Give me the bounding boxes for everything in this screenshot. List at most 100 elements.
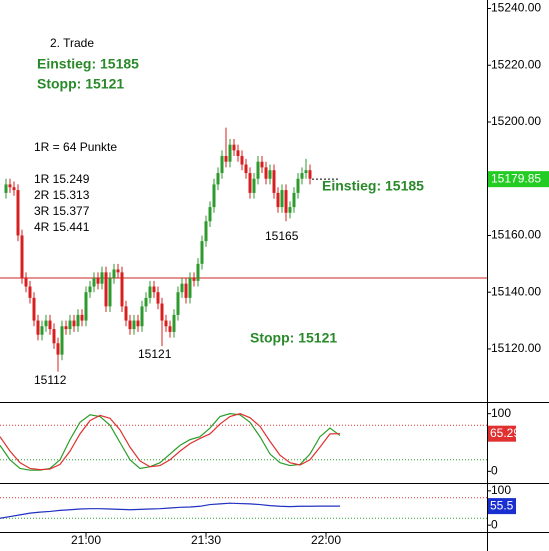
candle-body bbox=[24, 278, 28, 287]
candle-body bbox=[8, 184, 12, 188]
candle-body bbox=[136, 320, 140, 327]
annotation: 15165 bbox=[265, 229, 299, 243]
last-price-label: 15179.85 bbox=[491, 171, 541, 185]
candle-body bbox=[184, 283, 188, 298]
annotation: 1R 15.249 bbox=[34, 172, 90, 186]
candle-body bbox=[220, 156, 224, 174]
y-tick-label: 100 bbox=[491, 483, 511, 497]
candle-body bbox=[160, 303, 164, 321]
candle-body bbox=[232, 144, 236, 151]
annotation: 4R 15.441 bbox=[34, 220, 90, 234]
candle-body bbox=[100, 272, 104, 284]
candle-body bbox=[196, 263, 200, 281]
candle-body bbox=[164, 320, 168, 327]
candle-body bbox=[208, 207, 212, 222]
candle-body bbox=[216, 173, 220, 185]
annotation: Stopp: 15121 bbox=[37, 76, 124, 92]
candle-body bbox=[252, 178, 256, 193]
candle-body bbox=[224, 156, 228, 162]
candle-body bbox=[120, 272, 124, 307]
y-tick-label: 15200.00 bbox=[491, 114, 541, 128]
candle-body bbox=[284, 190, 288, 213]
last-value-label: 65.29 bbox=[490, 426, 520, 440]
y-tick-label: 15140.00 bbox=[491, 284, 541, 298]
candle-body bbox=[172, 314, 176, 332]
candle-body bbox=[200, 241, 204, 264]
candle-body bbox=[152, 286, 156, 293]
candle-body bbox=[168, 326, 172, 332]
candle-body bbox=[48, 320, 52, 330]
candle-body bbox=[156, 292, 160, 304]
candle-body bbox=[272, 170, 276, 193]
last-price-box bbox=[488, 171, 549, 188]
y-tick-label: 0 bbox=[491, 464, 498, 478]
candle-body bbox=[128, 320, 132, 330]
annotation: Einstieg: 15185 bbox=[37, 56, 139, 72]
candle-body bbox=[264, 167, 268, 179]
candle-body bbox=[176, 292, 180, 315]
last-value-box bbox=[488, 498, 516, 515]
last-value-label: 55.5 bbox=[490, 498, 514, 512]
annotation: 2. Trade bbox=[50, 36, 94, 50]
annotation: 15121 bbox=[138, 347, 172, 361]
candle-body bbox=[304, 170, 308, 174]
y-tick-label: 0 bbox=[491, 517, 498, 531]
y-tick-label: 15240.00 bbox=[491, 1, 541, 15]
annotation: Einstieg: 15185 bbox=[322, 178, 424, 194]
candle-body bbox=[104, 272, 108, 307]
candle-body bbox=[4, 184, 8, 193]
x-tick-label: 21:30 bbox=[191, 533, 221, 547]
candle-body bbox=[140, 306, 144, 327]
candle-body bbox=[68, 320, 72, 330]
candle-body bbox=[236, 150, 240, 157]
candle-body bbox=[192, 278, 196, 281]
candle-body bbox=[76, 314, 80, 327]
candle-body bbox=[300, 173, 304, 179]
candle-body bbox=[288, 207, 292, 213]
candle-body bbox=[16, 190, 20, 236]
annotation: 1R = 64 Punkte bbox=[34, 140, 117, 154]
candle-body bbox=[12, 187, 16, 191]
annotation: 3R 15.377 bbox=[34, 204, 90, 218]
indicator-line bbox=[0, 413, 341, 471]
x-tick-label: 21:00 bbox=[71, 533, 101, 547]
candle-body bbox=[60, 326, 64, 355]
candle-body bbox=[212, 184, 216, 208]
candle-body bbox=[280, 190, 284, 208]
last-value-box bbox=[488, 425, 516, 442]
candle-body bbox=[268, 170, 272, 179]
candle-body bbox=[84, 292, 88, 321]
candle-body bbox=[180, 283, 184, 293]
candle-body bbox=[148, 286, 152, 298]
indicator-line bbox=[0, 413, 341, 471]
candle-body bbox=[188, 278, 192, 298]
candle-body bbox=[56, 343, 60, 355]
indicator-line bbox=[0, 502, 340, 519]
candle-body bbox=[244, 164, 248, 174]
annotation: 15112 bbox=[34, 373, 67, 387]
candle-body bbox=[228, 144, 232, 162]
x-tick-label: 22:00 bbox=[311, 533, 341, 547]
annotation: 2R 15.313 bbox=[34, 188, 90, 202]
candle-body bbox=[144, 297, 148, 307]
candle-body bbox=[88, 286, 92, 293]
candle-body bbox=[40, 326, 44, 335]
y-tick-label: 15120.00 bbox=[491, 341, 541, 355]
candle-body bbox=[52, 329, 56, 344]
candle-body bbox=[240, 156, 244, 165]
candle-body bbox=[292, 192, 296, 208]
candle-body bbox=[204, 221, 208, 242]
candle-body bbox=[80, 314, 84, 321]
y-tick-label: 100 bbox=[491, 406, 511, 420]
candle-body bbox=[132, 320, 136, 330]
candle-body bbox=[72, 320, 76, 327]
candle-body bbox=[248, 173, 252, 193]
candle-body bbox=[276, 192, 280, 208]
candle-body bbox=[256, 161, 260, 179]
candle-body bbox=[20, 235, 24, 279]
candle-body bbox=[32, 297, 36, 321]
y-tick-label: 15160.00 bbox=[491, 228, 541, 242]
candle-body bbox=[112, 269, 116, 279]
